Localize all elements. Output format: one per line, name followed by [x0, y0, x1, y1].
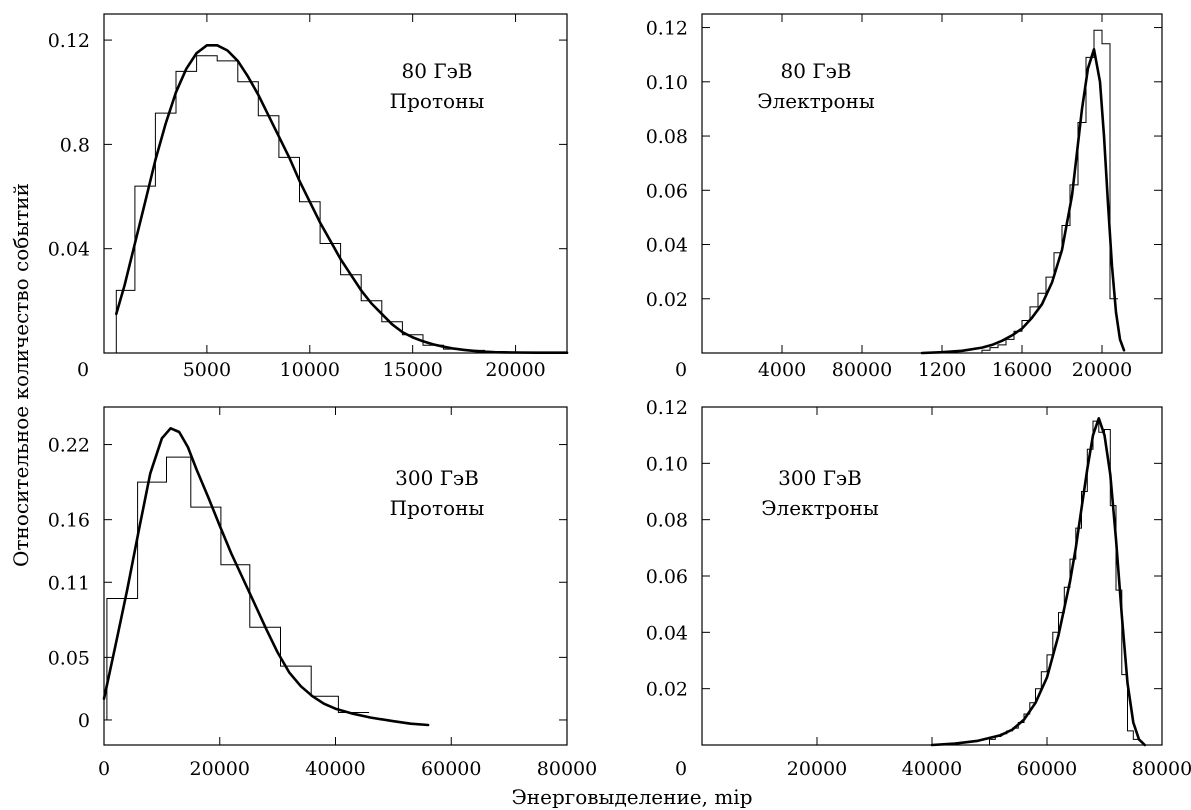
panel-annotation: Протоны [390, 89, 485, 113]
panel-annotation: 300 ГэВ [778, 466, 862, 490]
y-tick-label: 0.16 [48, 510, 90, 532]
x-tick-label: 20000 [190, 758, 250, 780]
origin-label: 0 [77, 359, 89, 381]
histogram-series [989, 420, 1139, 745]
x-tick-label: 80000 [537, 758, 597, 780]
x-tick-label: 5000 [183, 359, 231, 381]
y-tick-label: 0.12 [646, 397, 688, 419]
x-tick-label: 80000 [832, 359, 892, 381]
y-tick-label: 0.04 [646, 235, 688, 257]
y-tick-label: 0.12 [646, 18, 688, 40]
x-tick-label: 60000 [421, 758, 481, 780]
plot-frame [701, 406, 1163, 746]
y-tick-label: 0.22 [48, 435, 90, 457]
fit-curve [920, 48, 1126, 355]
y-tick-label: 0.10 [646, 72, 688, 94]
panel-annotation: 80 ГэВ [402, 59, 473, 83]
x-tick-label: 0 [98, 758, 110, 780]
y-tick-label: 0.08 [646, 510, 688, 532]
fit-curve [102, 427, 430, 727]
y-tick-label: 0.10 [646, 453, 688, 475]
y-tick-label: 0.12 [48, 30, 90, 52]
panel-annotation: 300 ГэВ [395, 466, 479, 490]
plot-frame [701, 13, 1163, 354]
plot-frame [103, 406, 568, 746]
y-tick-label: 0.05 [48, 647, 90, 669]
panel-bottom-left: 0 0.05 0.11 0.16 0.22 0 20000 40000 60000 80000 30… [48, 406, 597, 780]
fit-curve [115, 44, 569, 354]
x-tick-label: 15000 [382, 359, 442, 381]
x-axis-title: Энерговыделение, mip [511, 785, 752, 809]
x-tick-label: 1200 [918, 359, 966, 381]
histogram-series [981, 29, 1118, 353]
y-tick-label: 0.8 [60, 134, 90, 156]
x-tick-label: 4000 [758, 359, 806, 381]
y-tick-label: 0.06 [646, 180, 688, 202]
y-tick-label: 0.08 [646, 126, 688, 148]
panels: 0.04 0.8 0.12 5000 10000 15000 20000 0 80 ГэВ Про… [48, 13, 1191, 780]
y-tick-label: 0.11 [48, 572, 90, 594]
x-tick-label: 80000 [1132, 758, 1191, 780]
origin-label: 0 [675, 359, 687, 381]
panel-top-right: 0.02 0.04 0.06 0.08 0.10 0.12 4000 80000 1200 160… [646, 13, 1163, 381]
panel-top-left: 0.04 0.8 0.12 5000 10000 15000 20000 0 80 ГэВ Про… [48, 13, 569, 381]
x-tick-label: 20000 [787, 758, 847, 780]
fit-curve [930, 417, 1147, 747]
panel-annotation: 80 ГэВ [781, 59, 852, 83]
y-tick-label: 0.02 [646, 289, 688, 311]
y-tick-label: 0.02 [646, 679, 688, 701]
y-tick-label: 0 [78, 710, 90, 732]
x-tick-label: 40000 [902, 758, 962, 780]
x-tick-label: 20000 [485, 359, 545, 381]
panel-annotation: Протоны [390, 496, 485, 520]
panel-annotation: Электроны [761, 496, 879, 520]
plot-frame [103, 13, 568, 354]
y-tick-label: 0.04 [646, 622, 688, 644]
origin-label: 0 [675, 758, 687, 780]
y-tick-label: 0.06 [646, 566, 688, 588]
histogram-series [115, 55, 567, 353]
x-tick-label: 10000 [280, 359, 340, 381]
panel-annotation: Электроны [757, 89, 875, 113]
y-tick-label: 0.04 [48, 239, 90, 261]
y-axis-title: Относительное количество событий [9, 183, 33, 567]
x-tick-label: 20000 [1072, 359, 1132, 381]
x-tick-label: 16000 [992, 359, 1052, 381]
x-tick-label: 40000 [305, 758, 365, 780]
panel-bottom-right: 0.02 0.04 0.06 0.08 0.10 0.12 20000 40000 60000 8… [646, 397, 1191, 780]
x-tick-label: 60000 [1017, 758, 1077, 780]
